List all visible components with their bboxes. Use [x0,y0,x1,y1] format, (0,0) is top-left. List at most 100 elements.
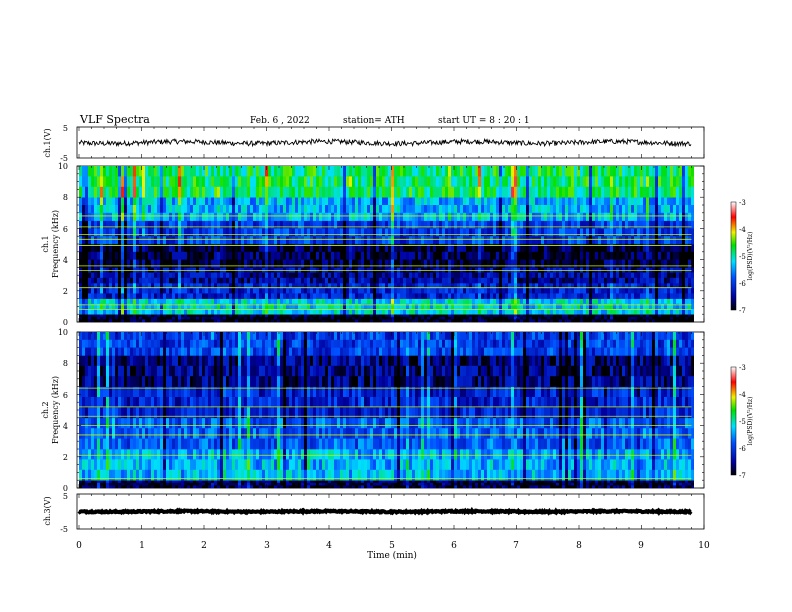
ch1-spec-cell [520,186,523,198]
ch1-spec-cell [406,212,409,221]
ch1-spec-cell [469,166,472,177]
ch1-spec-cell [292,176,295,188]
ch1-spec-cell [652,176,655,188]
ch1-spec-cell [562,283,565,289]
ch1-spec-cell [688,251,691,260]
ch1-spec-cell [358,212,361,221]
ch1-spec-cell [127,316,130,320]
ch1-spec-cell [316,277,319,284]
ch1-spec-cell [643,186,646,198]
ch1-spec-cell [172,244,175,253]
ch1-spec-cell [331,176,334,188]
ch1-spec-cell [103,293,106,299]
ch1-spec-cell [598,186,601,198]
ch1-spec-cell [154,166,157,177]
ch1-spec-cell [604,319,607,323]
ch1-spec-cell [292,166,295,177]
ch1-spec-cell [499,205,502,214]
ch1-spec-cell [496,293,499,299]
ch1-spec-cell [139,197,142,206]
ch1-spec-cell [571,314,574,318]
ch1-spec-cell [502,166,505,177]
ch1-spec-cell [403,197,406,206]
ch1-spec-cell [481,316,484,320]
ch1-spec-cell [484,197,487,206]
ch1-spec-cell [355,293,358,299]
ch1-spec-cell [118,288,121,294]
ch1-spec-cell [433,277,436,284]
ch1-spec-cell [547,166,550,177]
ch1-spec-cell [379,288,382,294]
ch1-spec-cell [97,212,100,221]
ch1-spec-cell [511,228,514,237]
ch1-spec-cell [223,186,226,198]
ch1-spec-cell [586,283,589,289]
ch1-spec-cell [424,314,427,318]
ch2-spec-cell [85,397,88,408]
ch1-spec-cell [244,288,247,294]
ch1-spec-cell [100,166,103,177]
ch1-spec-cell [256,309,259,315]
ch1-spec-cell [124,176,127,188]
ch1-spec-cell [460,314,463,318]
ch1-spec-cell [451,298,454,305]
ch1-spec-cell [226,303,229,310]
ch1-spec-cell [478,205,481,214]
ch1-spec-cell [484,212,487,221]
ch1-spec-cell [82,197,85,206]
ch1-spec-cell [430,298,433,305]
ch1-spec-cell [562,236,565,245]
ch1-spec-cell [307,272,310,279]
ch1-spec-cell [265,298,268,305]
ch1-spec-cell [469,251,472,260]
ch1-spec-cell [403,212,406,221]
ch1-spec-cell [685,244,688,253]
ch1-spec-cell [316,251,319,260]
ch1-spec-cell [553,283,556,289]
ch1-spec-cell [85,277,88,284]
ch1-spec-cell [652,197,655,206]
ch1-spec-cell [643,220,646,229]
ch1-spec-cell [229,176,232,188]
ch1-spec-cell [631,303,634,310]
ch1-spec-cell [553,277,556,284]
ch1-spec-cell [220,309,223,315]
ch1-spec-cell [580,283,583,289]
ch1-spec-cell [292,228,295,237]
ch1-spec-cell [457,303,460,310]
ch1-spec-cell [508,197,511,206]
ch1-spec-cell [223,303,226,310]
ch1-spec-cell [625,272,628,279]
ch1-spec-cell [124,309,127,315]
ch1-spec-cell [352,277,355,284]
ch1-spec-cell [313,236,316,245]
ch1-spec-cell [658,283,661,289]
ch1-spec-cell [457,314,460,318]
ch1-spec-cell [151,288,154,294]
ch1-spec-cell [223,309,226,315]
ch1-spec-cell [400,283,403,289]
ch1-spec-cell [451,176,454,188]
ch1-spec-cell [643,251,646,260]
ch1-spec-cell [403,244,406,253]
ch1-spec-cell [331,272,334,279]
ch1-spec-cell [541,251,544,260]
ch1-spec-cell [583,288,586,294]
ch1-spec-cell [271,244,274,253]
ch1-spec-cell [334,316,337,320]
ch1-spec-cell [631,212,634,221]
ch1-spec-cell [352,293,355,299]
ch1-spec-cell [304,176,307,188]
ch1-spec-cell [673,293,676,299]
ch1-spec-cell [211,293,214,299]
ch1-spec-cell [367,293,370,299]
ch1-spec-cell [586,316,589,320]
ch1-spec-cell [469,244,472,253]
ch2-spec-cell [79,376,82,387]
ch1-spec-cell [460,197,463,206]
ch1-spec-cell [160,205,163,214]
ch1-spec-cell [130,272,133,279]
ch1-spec-cell [217,283,220,289]
ch1-spec-cell [190,277,193,284]
ch1-spec-cell [436,293,439,299]
